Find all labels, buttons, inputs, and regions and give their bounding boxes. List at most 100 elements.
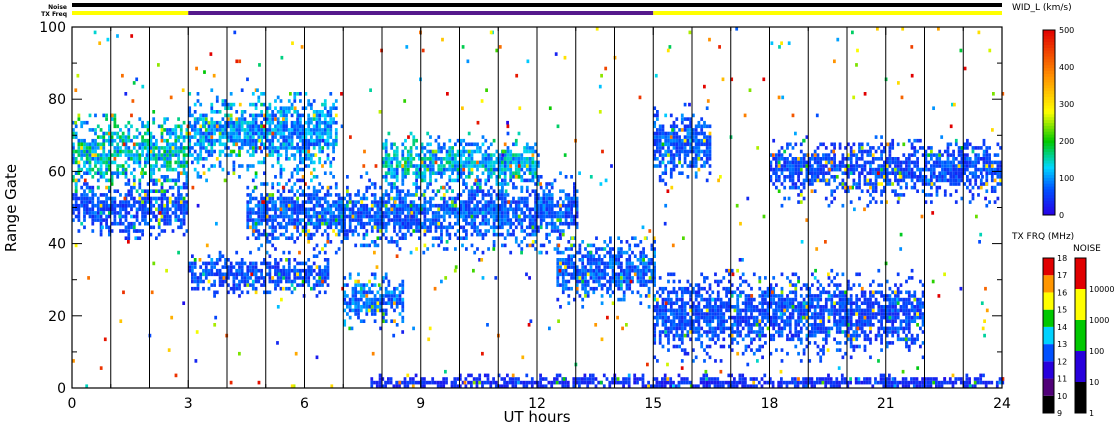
echo-cell [550,211,554,215]
echo-cell [149,178,153,183]
echo-cell [705,160,709,165]
echo-cell [88,189,92,194]
echo-cell [168,164,172,168]
echo-cell [415,211,418,215]
echo-cell [121,164,125,168]
echo-cell [561,203,565,208]
echo-cell [927,193,931,197]
echo-cell [260,207,263,212]
echo-cell [883,178,886,183]
echo-cell [77,196,81,201]
echo-cell [636,279,640,284]
echo-cell [246,221,250,226]
echo-cell [772,171,776,176]
echo-cell [564,268,568,273]
echo-cell [359,211,363,215]
echo-cell [437,214,441,219]
echo-cell [833,160,836,165]
echo-cell [80,157,84,161]
echo-cell [362,305,366,309]
echo-cell [326,207,330,212]
echo-cell [88,214,92,219]
echo-cell [697,146,701,150]
echo-cell [919,138,922,143]
echo-cell [514,211,518,215]
echo-cell [354,283,358,287]
echo-cell [365,221,369,226]
echo-cell [160,157,164,161]
echo-cell [963,157,967,161]
echo-cell [254,276,258,280]
echo-cell [365,207,369,212]
echo-cell [249,120,252,125]
echo-cell [268,138,272,143]
echo-cell [88,207,92,212]
echo-cell [874,175,878,179]
echo-cell [661,160,665,165]
echo-cell [708,124,712,129]
echo-cell [265,196,269,201]
echo-cell [794,182,798,186]
echo-cell [323,250,327,255]
echo-cell [528,218,532,222]
echo-cell [310,102,313,107]
echo-cell [512,196,515,201]
echo-cell [199,124,203,129]
echo-cell [603,268,607,273]
echo-cell [996,142,1000,147]
echo-cell [949,178,953,183]
echo-cell [503,196,507,201]
echo-cell [949,182,953,186]
echo-cell [113,211,117,215]
echo-cell [265,250,269,255]
echo-cell [487,189,490,194]
echo-cell [849,171,853,176]
echo-cell [348,301,352,306]
echo-cell [240,268,244,273]
echo-cell [155,153,158,157]
echo-cell [523,157,526,161]
echo-cell [440,175,443,179]
echo-cell [74,160,78,165]
echo-cell [373,301,377,306]
echo-cell [559,229,562,233]
echo-cell [700,138,704,143]
echo-cell [559,221,562,226]
echo-cell [833,142,836,147]
echo-cell [595,261,598,266]
echo-cell [263,211,266,215]
echo-cell [315,229,319,233]
echo-cell [301,138,305,143]
echo-cell [152,203,156,208]
echo-cell [168,153,172,157]
echo-cell [265,117,269,121]
echo-cell [783,149,787,154]
echo-cell [924,157,928,161]
echo-cell [246,203,250,208]
echo-cell [584,276,587,280]
echo-cell [498,157,501,161]
echo-cell [160,193,164,197]
echo-cell [80,153,84,157]
echo-cell [310,265,313,269]
echo-cell [830,189,834,194]
echo-cell [797,185,800,190]
echo-cell [246,135,250,139]
echo-cell [445,189,449,194]
echo-cell [617,254,621,259]
echo-cell [334,200,338,204]
echo-cell [127,131,131,136]
echo-cell [954,178,958,183]
echo-cell [132,135,136,139]
echo-cell [653,138,657,143]
echo-cell [124,142,128,147]
echo-cell [296,124,299,129]
echo-cell [218,268,222,273]
echo-cell [141,207,144,212]
echo-cell [185,146,189,150]
echo-cell [274,265,277,269]
echo-cell [304,131,308,136]
echo-cell [163,189,167,194]
echo-cell [83,203,86,208]
echo-cell [841,171,845,176]
